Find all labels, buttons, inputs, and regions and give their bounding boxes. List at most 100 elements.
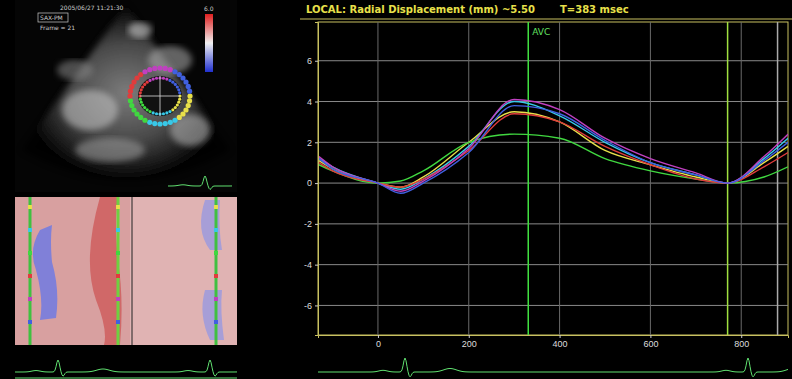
y-tick: -4 xyxy=(304,260,318,270)
segment-dot xyxy=(214,251,218,255)
series-group xyxy=(319,99,788,193)
y-tick-label: 6 xyxy=(307,56,312,66)
ecg-thumb xyxy=(168,176,232,189)
x-tick-label: 0 xyxy=(376,339,381,349)
color-bar xyxy=(205,14,213,72)
tracking-dot xyxy=(155,77,158,80)
strain-map-marker xyxy=(29,197,32,345)
tracking-dot xyxy=(155,112,158,115)
tracking-dot xyxy=(152,111,155,114)
segment-dot xyxy=(116,228,120,232)
tracking-dot xyxy=(171,81,174,84)
grid-line xyxy=(650,22,651,335)
tracking-dot xyxy=(168,120,173,125)
tracking-dot xyxy=(139,98,142,101)
color-bar-label: 6.0 xyxy=(204,5,214,12)
tracking-dot xyxy=(147,120,152,125)
segment-dot xyxy=(116,297,120,301)
x-tick-label: 600 xyxy=(643,339,658,349)
tracking-dot xyxy=(141,85,144,88)
x-tick: 400 xyxy=(553,335,568,349)
segment-dot xyxy=(116,274,120,278)
y-tick-mark xyxy=(315,224,318,225)
x-tick: 600 xyxy=(643,335,658,349)
tracking-dot xyxy=(141,103,144,106)
x-tick-label: 800 xyxy=(734,339,749,349)
grid-line xyxy=(318,223,788,224)
tracking-dot xyxy=(127,93,132,98)
tracking-dot xyxy=(129,103,134,108)
y-tick: 2 xyxy=(307,138,318,148)
tissue-echo xyxy=(170,114,210,146)
tracking-dot xyxy=(128,98,133,103)
x-tick: 0 xyxy=(376,335,381,349)
segment-dot xyxy=(214,320,218,324)
x-tick-mark xyxy=(650,335,651,338)
grid-line xyxy=(377,22,378,335)
tracking-dot xyxy=(131,107,136,112)
segment-dot xyxy=(28,251,32,255)
tracking-dot xyxy=(163,66,168,71)
view-box xyxy=(38,13,68,22)
tracking-dot xyxy=(168,110,171,113)
y-tick-mark xyxy=(315,305,318,306)
crosshair xyxy=(160,76,161,116)
series-line xyxy=(319,112,788,187)
marker-line xyxy=(528,22,530,335)
y-tick-label: -6 xyxy=(304,301,312,311)
segment-dot xyxy=(214,274,218,278)
segment-dot xyxy=(116,251,120,255)
tracking-dot xyxy=(165,77,168,80)
tissue-echo xyxy=(148,46,192,74)
tracking-dot xyxy=(162,112,165,115)
tracking-dot xyxy=(162,77,165,80)
timestamp: 2005/06/27 11:21:30 xyxy=(60,4,124,11)
y-tick-label: -4 xyxy=(304,260,312,270)
y-tick-mark xyxy=(315,183,318,184)
ecg-strip xyxy=(15,360,237,376)
ultrasound-sector xyxy=(22,5,230,180)
y-tick-label: 4 xyxy=(307,97,312,107)
x-tick: 800 xyxy=(734,335,749,349)
tracking-dot xyxy=(152,66,157,71)
strain-map-red xyxy=(90,197,122,345)
y-tick-mark xyxy=(315,142,318,143)
tracking-dot xyxy=(176,103,179,106)
tracking-dot xyxy=(142,118,147,123)
tracking-dot xyxy=(140,101,143,104)
tracking-dot xyxy=(152,121,157,126)
grid-line xyxy=(318,142,788,143)
y-tick-label: 0 xyxy=(307,178,312,188)
tissue-echo xyxy=(128,22,152,38)
y-tick: -6 xyxy=(304,301,318,311)
x-tick-mark xyxy=(378,335,379,338)
y-tick-mark xyxy=(315,102,318,103)
segment-dot xyxy=(28,274,32,278)
y-axis: -6-4-20246 xyxy=(304,23,319,336)
series-line xyxy=(319,114,788,187)
y-tick: 6 xyxy=(307,56,318,66)
tracking-dot xyxy=(138,72,143,77)
y-tick: 4 xyxy=(307,97,318,107)
tracking-dot xyxy=(146,81,149,84)
tracking-dot xyxy=(177,115,182,120)
marker-line xyxy=(727,22,729,335)
segment-dot xyxy=(214,297,218,301)
plot-frame xyxy=(318,22,788,335)
segment-dot xyxy=(214,205,218,209)
tracking-dot xyxy=(186,84,191,89)
tissue-echo xyxy=(75,138,145,162)
segment-dot xyxy=(28,205,32,209)
marker-label: AVC xyxy=(532,27,550,37)
tracking-dot xyxy=(174,106,177,109)
segment-dot xyxy=(28,228,32,232)
chart: AVC-6-4-202460200400600800LOCAL: Radial … xyxy=(300,4,792,377)
tracking-dot xyxy=(143,83,146,86)
tracking-dot xyxy=(172,118,177,123)
tracking-dot xyxy=(165,111,168,114)
tracking-dot xyxy=(178,98,181,101)
x-tick-label: 400 xyxy=(553,339,568,349)
grid-line xyxy=(318,60,788,61)
tracking-dot xyxy=(163,121,168,126)
x-tick: 200 xyxy=(462,335,477,349)
